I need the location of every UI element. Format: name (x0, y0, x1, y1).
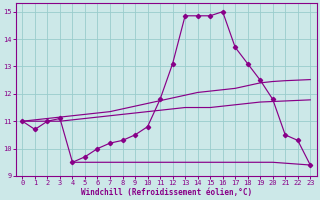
X-axis label: Windchill (Refroidissement éolien,°C): Windchill (Refroidissement éolien,°C) (81, 188, 252, 197)
